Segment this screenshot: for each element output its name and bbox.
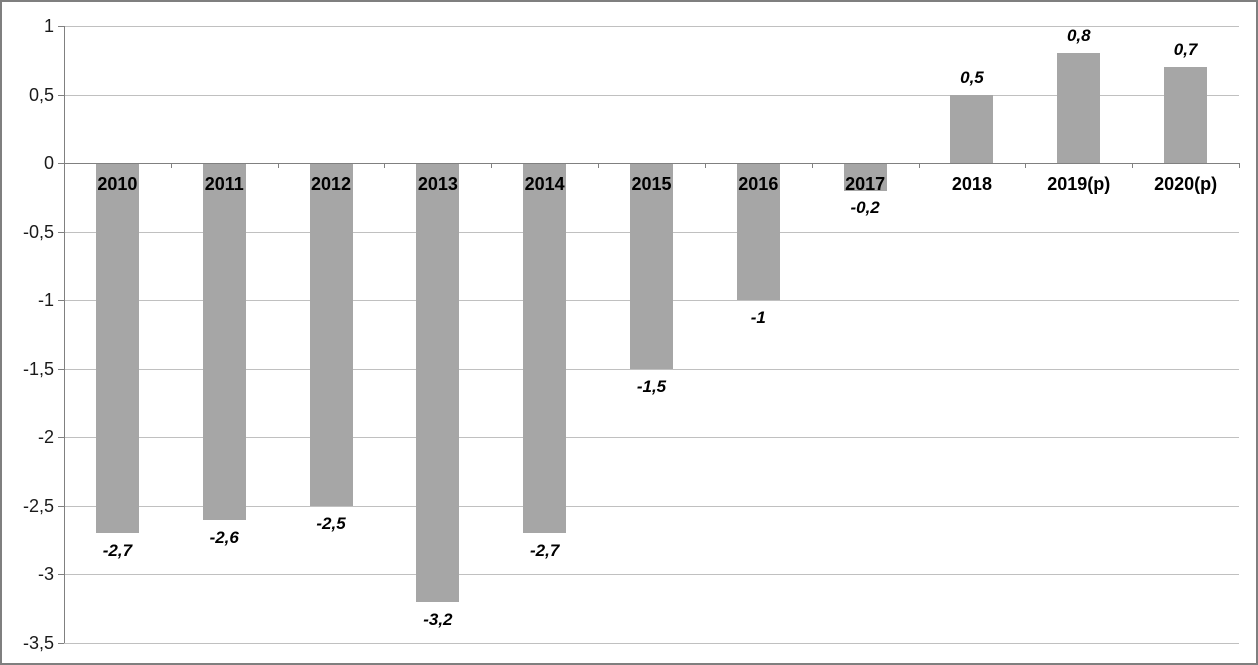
bar-2014 [523,163,567,534]
category-axis-tick [811,163,813,169]
bar-2015 [630,163,673,369]
category-label: 2017 [845,174,886,195]
category-axis-tick [170,163,172,169]
bar-2017 [843,163,887,191]
y-axis-tick-label: 1 [43,16,54,36]
y-axis-tick [58,231,64,233]
category-axis-tick [598,163,600,169]
y-axis-tick [58,163,64,165]
bar-2019(p) [1057,53,1101,164]
bar-2012 [309,163,353,506]
category-axis-tick [704,163,706,169]
y-axis-tick [58,643,64,644]
y-axis-tick-label: -2 [37,427,54,448]
value-label: 0,7 [1173,40,1198,60]
gridline [64,505,1239,507]
gridline [64,368,1239,370]
value-label: 0,5 [960,67,984,87]
y-axis-tick-label: 0,5 [28,84,54,105]
value-label: -1 [750,308,766,328]
bar-2016 [736,163,780,301]
value-label: 0,8 [1066,26,1091,46]
bar-2018 [950,94,994,164]
category-label: 2020(p) [1154,174,1218,195]
y-axis-tick [58,505,64,507]
y-axis-tick [58,26,64,27]
y-axis-tick-label: -1 [37,290,54,311]
gridline [64,26,1239,27]
category-axis-tick [384,163,386,169]
value-label: -0,2 [850,198,880,218]
gridline [64,574,1239,576]
category-axis-tick [277,163,279,169]
category-label: 2016 [738,174,779,195]
category-axis-line [64,163,1239,165]
y-axis-tick [58,574,64,576]
category-label: 2014 [524,174,565,195]
category-label: 2010 [97,174,138,195]
category-label: 2015 [631,174,672,195]
y-axis-tick-label: -1,5 [22,358,54,379]
bar-2020(p) [1164,67,1208,164]
gridline [64,94,1239,96]
y-axis-tick [58,94,64,96]
bar-2010 [95,163,139,534]
category-label: 2011 [204,174,244,195]
bar-2011 [202,163,246,520]
category-axis-tick [491,163,493,169]
value-label: -3,2 [423,609,453,629]
y-axis-tick [58,368,64,370]
y-axis-line [64,26,65,643]
category-label: 2012 [311,174,352,195]
category-axis-tick [918,163,920,169]
gridline [64,643,1239,644]
y-axis-tick-label: -3 [37,564,54,585]
category-axis-tick [1025,163,1027,169]
category-label: 2013 [417,174,458,195]
y-axis-tick-label: -0,5 [22,221,54,242]
category-label: 2018 [951,174,992,195]
value-label: -2,6 [209,527,239,547]
value-label: -2,7 [530,541,560,561]
gridline [64,437,1239,439]
bar-2013 [416,163,460,602]
value-label: -1,5 [636,376,667,396]
category-axis-tick [1132,163,1134,169]
y-axis-tick-label: -3,5 [22,633,54,653]
category-axis-tick [1239,163,1240,169]
y-axis-tick-label: -2,5 [22,495,54,516]
y-axis-tick-label: 0 [43,153,54,174]
y-axis-tick [58,300,64,302]
value-label: -2,5 [316,513,346,533]
category-label: 2019(p) [1047,174,1111,195]
value-label: -2,7 [102,541,133,561]
y-axis-tick [58,437,64,439]
